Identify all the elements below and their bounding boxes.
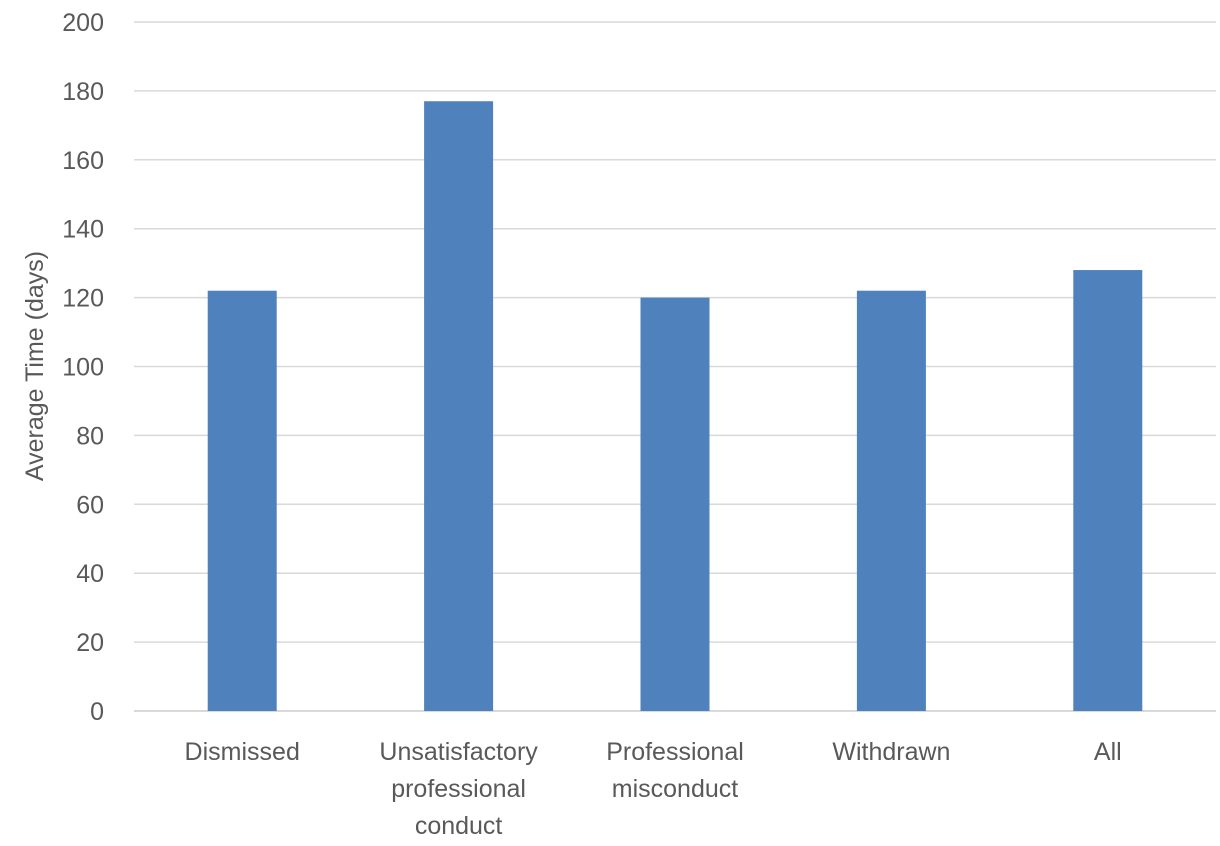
y-axis-ticks: 0 20 40 60 80 100 120 140 160 180 200 — [62, 9, 104, 726]
x-category-label-line: Professional — [606, 738, 744, 766]
y-tick-label: 40 — [76, 560, 104, 588]
x-category-label-line: conduct — [415, 812, 503, 840]
y-tick-label: 200 — [62, 9, 104, 37]
x-category-label: All — [1094, 738, 1122, 766]
y-tick-label: 20 — [76, 629, 104, 657]
x-category-label: Professional misconduct — [606, 738, 744, 803]
y-tick-label: 180 — [62, 78, 104, 106]
x-category-label-line: misconduct — [612, 775, 738, 803]
x-category-label-line: Withdrawn — [832, 738, 950, 766]
x-category-label: Dismissed — [185, 738, 300, 766]
bar-3 — [640, 297, 710, 711]
y-axis-title: Average Time (days) — [21, 251, 49, 481]
bar-1 — [207, 290, 277, 711]
y-tick-label: 140 — [62, 216, 104, 244]
x-axis-categories: Dismissed Unsatisfactory professional condu… — [185, 738, 1122, 840]
x-category-label-line: Dismissed — [185, 738, 300, 766]
x-category-label-line: Unsatisfactory — [379, 738, 538, 766]
x-category-label-line: professional — [391, 775, 526, 803]
y-tick-label: 60 — [76, 491, 104, 519]
x-category-label: Withdrawn — [832, 738, 950, 766]
bars — [207, 101, 1143, 712]
y-tick-label: 0 — [90, 698, 104, 726]
y-tick-label: 120 — [62, 285, 104, 313]
bar-5 — [1073, 270, 1143, 711]
y-tick-label: 100 — [62, 354, 104, 382]
x-category-label-line: All — [1094, 738, 1122, 766]
x-category-label: Unsatisfactory professional conduct — [379, 738, 538, 840]
y-tick-label: 160 — [62, 147, 104, 175]
bar-2 — [424, 101, 494, 712]
y-tick-label: 80 — [76, 422, 104, 450]
bar-4 — [856, 290, 926, 711]
